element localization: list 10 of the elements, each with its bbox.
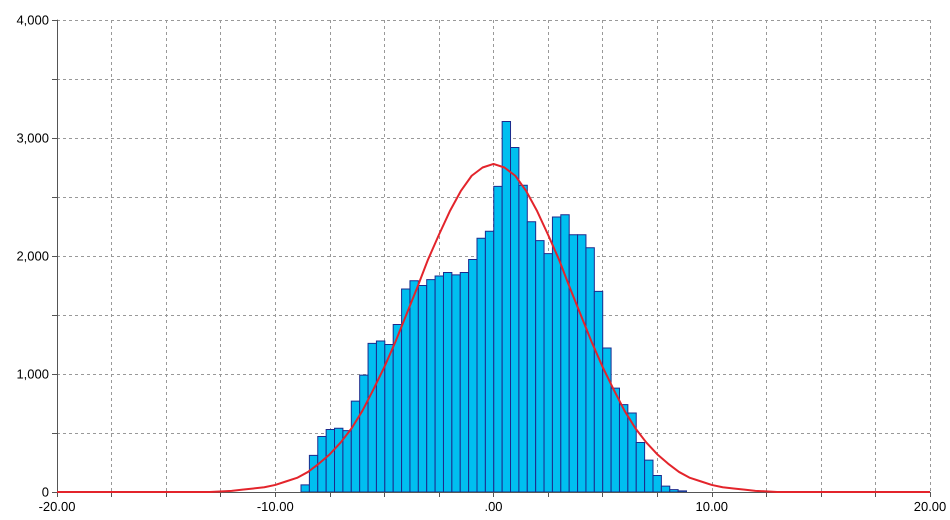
x-tick-label: -20.00 <box>38 499 76 514</box>
x-tick-label: -10.00 <box>256 499 294 514</box>
x-tick-label: .00 <box>484 499 503 514</box>
y-tick-label: 0 <box>42 484 49 500</box>
y-tick-label: 1,000 <box>16 366 49 382</box>
x-tick-label: 10.00 <box>695 499 728 514</box>
y-tick-label: 3,000 <box>16 130 49 146</box>
y-tick-label: 2,000 <box>16 248 49 264</box>
x-tick-label: 20.00 <box>914 499 946 514</box>
y-tick-label: 4,000 <box>16 12 49 28</box>
